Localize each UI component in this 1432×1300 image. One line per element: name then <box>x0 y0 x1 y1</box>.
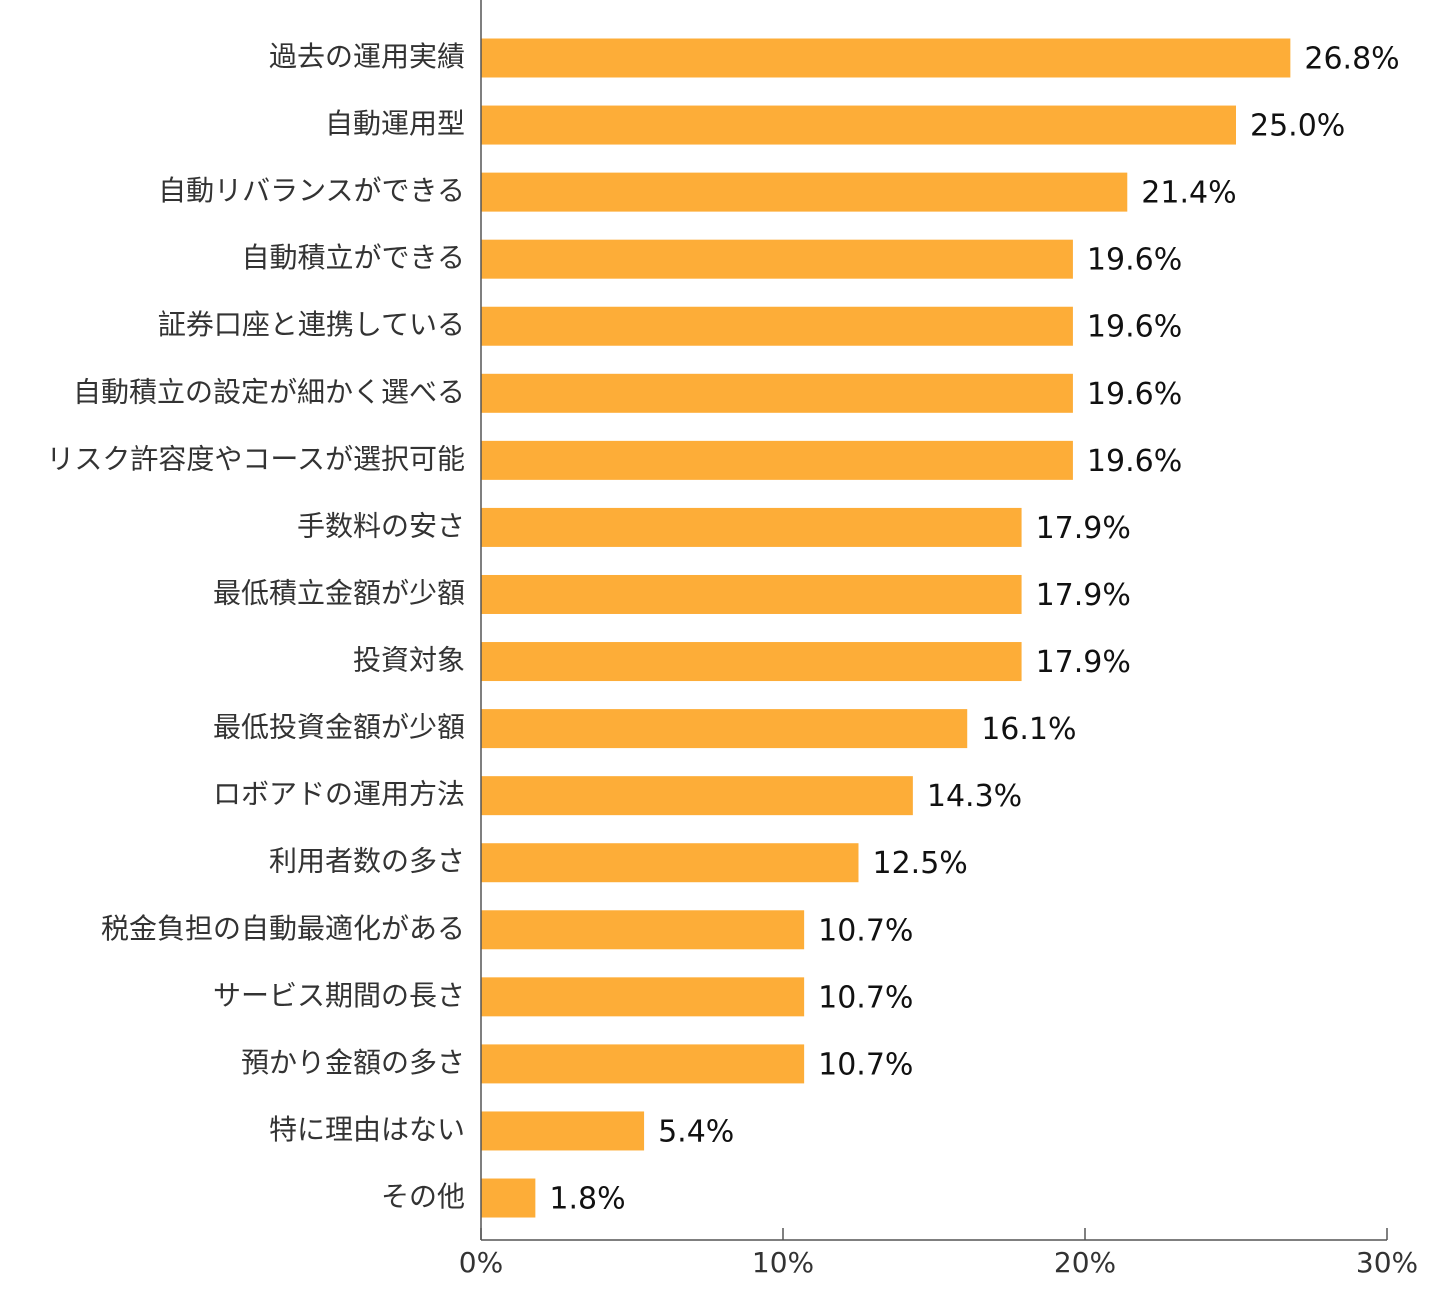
value-label: 19.6% <box>1087 444 1182 479</box>
category-label: 自動積立の設定が細かく選べる <box>73 375 465 408</box>
bar <box>481 642 1022 682</box>
bar <box>481 373 1073 413</box>
bar <box>481 1111 645 1151</box>
category-label: 自動積立ができる <box>242 241 465 274</box>
category-label: 投資対象 <box>353 644 465 677</box>
category-label: その他 <box>381 1180 465 1213</box>
bar <box>481 1178 536 1218</box>
bar <box>481 239 1073 279</box>
bar <box>481 843 859 883</box>
bar <box>481 910 805 950</box>
value-label: 17.9% <box>1036 645 1131 680</box>
x-tick-label: 0% <box>459 1246 503 1279</box>
bar <box>481 709 968 749</box>
bar <box>481 977 805 1017</box>
x-tick-label: 30% <box>1356 1246 1418 1279</box>
value-label: 19.6% <box>1087 243 1182 278</box>
value-label: 17.9% <box>1036 511 1131 546</box>
category-label: 最低積立金額が少額 <box>213 576 465 609</box>
category-label: 自動リバランスができる <box>158 174 465 207</box>
bar <box>481 574 1022 614</box>
bar <box>481 38 1291 78</box>
category-label: リスク許容度やコースが選択可能 <box>46 442 465 475</box>
value-label: 10.7% <box>818 980 913 1015</box>
bar <box>481 105 1236 145</box>
value-label: 17.9% <box>1036 578 1131 613</box>
category-label: 最低投資金額が少額 <box>213 711 465 744</box>
value-label: 10.7% <box>818 913 913 948</box>
value-label: 12.5% <box>873 846 968 881</box>
category-label: 証券口座と連携している <box>158 308 465 341</box>
x-tick-label: 20% <box>1054 1246 1116 1279</box>
category-label: 税金負担の自動最適化がある <box>101 912 465 945</box>
bar <box>481 440 1073 480</box>
category-label: 預かり金額の多さ <box>241 1046 465 1079</box>
category-label: サービス期間の長さ <box>213 979 465 1012</box>
value-label: 21.4% <box>1141 176 1236 211</box>
value-label: 1.8% <box>549 1182 625 1217</box>
category-label: 特に理由はない <box>269 1113 465 1146</box>
category-label: 自動運用型 <box>325 107 465 140</box>
bar <box>481 172 1128 212</box>
value-label: 19.6% <box>1087 310 1182 345</box>
value-label: 14.3% <box>927 779 1022 814</box>
bar <box>481 507 1022 547</box>
category-label: ロボアドの運用方法 <box>213 778 465 811</box>
bar <box>481 776 913 816</box>
x-tick-label: 10% <box>752 1246 814 1279</box>
value-label: 25.0% <box>1250 109 1345 144</box>
category-label: 手数料の安さ <box>297 509 465 542</box>
value-label: 19.6% <box>1087 377 1182 412</box>
value-label: 10.7% <box>818 1047 913 1082</box>
bar <box>481 1044 805 1084</box>
category-label: 過去の運用実績 <box>269 40 465 73</box>
value-label: 26.8% <box>1304 42 1399 77</box>
category-label: 利用者数の多さ <box>269 845 465 878</box>
value-label: 5.4% <box>658 1114 734 1149</box>
bar <box>481 306 1073 346</box>
value-label: 16.1% <box>981 712 1076 747</box>
